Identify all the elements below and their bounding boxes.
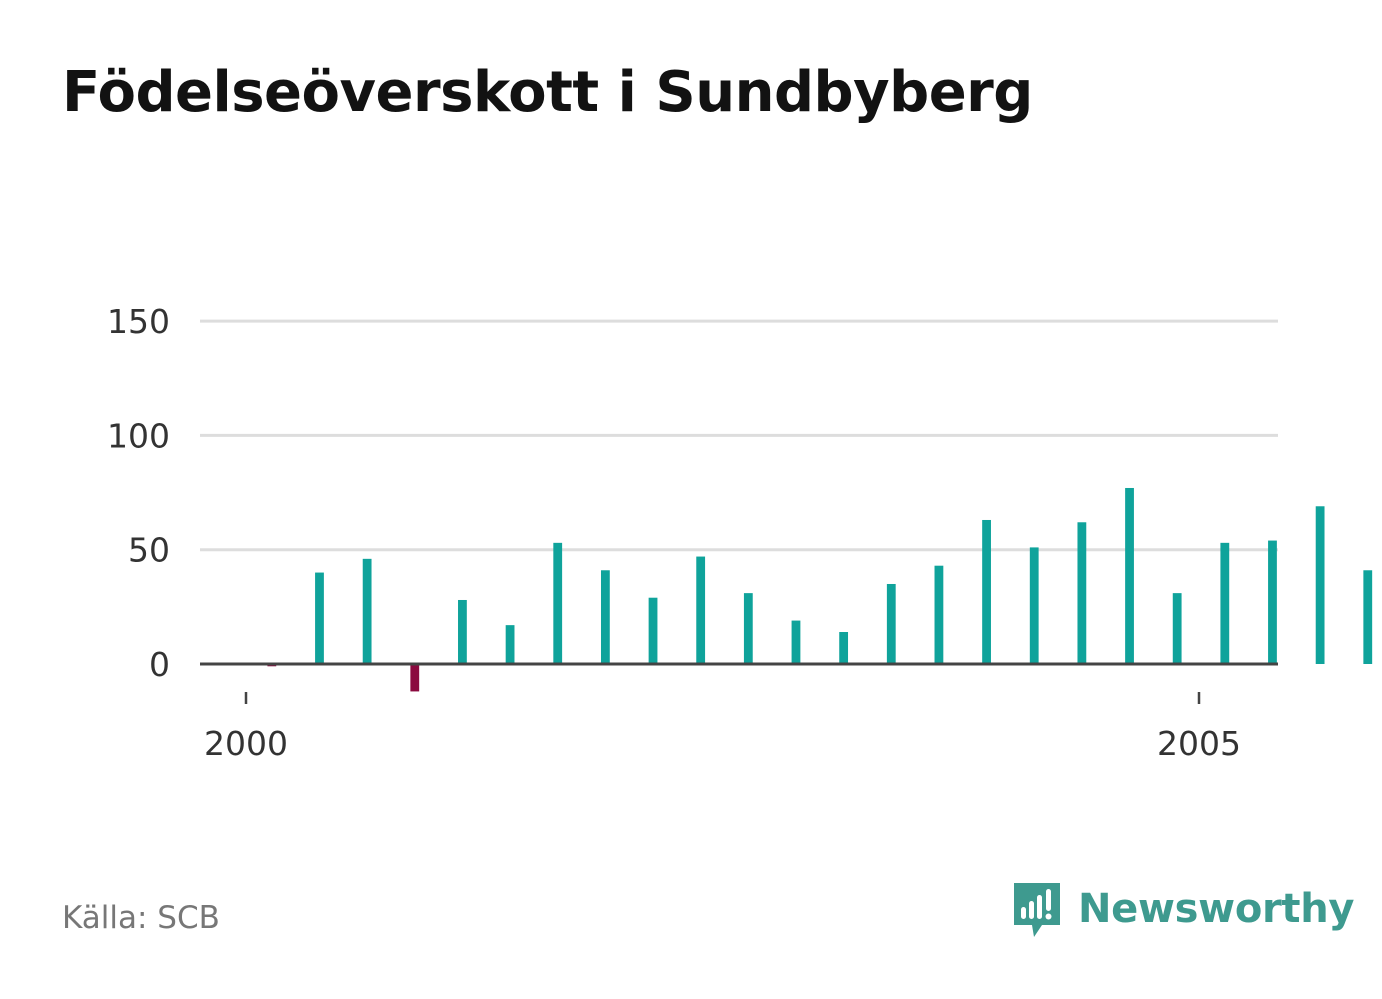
bar: [600, 570, 610, 664]
axes: 050100150200020052010201520202025: [107, 302, 1278, 763]
bars: [267, 487, 1373, 692]
bar: [696, 556, 706, 664]
bar: [553, 542, 563, 664]
bar: [1029, 547, 1039, 664]
bar: [1220, 542, 1230, 664]
gridlines: [200, 319, 1278, 552]
x-tick-label: 2000: [204, 724, 288, 763]
brand-name: Newsworthy: [1078, 886, 1355, 932]
source-note: Källa: SCB: [62, 900, 220, 936]
bar: [1077, 522, 1087, 664]
bar: [1363, 570, 1373, 664]
bar: [458, 599, 467, 664]
x-tick-label: 2005: [1157, 724, 1241, 763]
newsworthy-logo-icon: [1014, 883, 1060, 937]
bar: [648, 597, 658, 664]
bar: [1125, 487, 1134, 664]
bar: [886, 583, 896, 664]
brand-logo[interactable]: Newsworthy: [1010, 877, 1355, 941]
chart-title: Födelseöverskott i Sundbyberg: [62, 60, 1033, 125]
bar: [934, 565, 944, 664]
bar: [410, 664, 420, 692]
bar: [1268, 540, 1277, 664]
bar: [1172, 593, 1182, 664]
bar: [505, 625, 515, 664]
y-tick-label: 0: [149, 645, 170, 684]
bar: [982, 519, 991, 664]
bar: [1315, 506, 1325, 664]
bar: [839, 632, 849, 664]
bar: [791, 620, 801, 664]
bar: [315, 572, 324, 664]
bar: [743, 593, 753, 664]
bar: [362, 558, 372, 664]
y-tick-label: 150: [107, 302, 170, 341]
y-tick-label: 50: [128, 531, 170, 570]
y-tick-label: 100: [107, 416, 170, 455]
